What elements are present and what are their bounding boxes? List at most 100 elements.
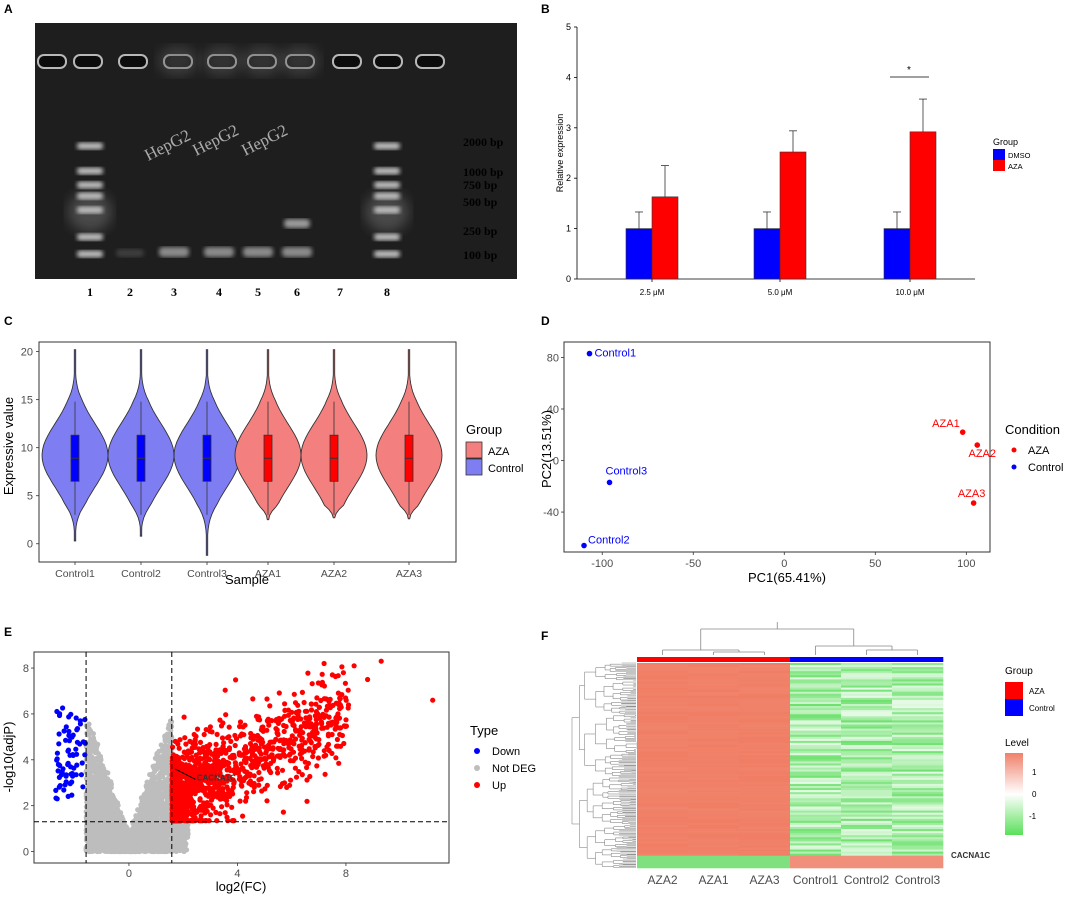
f-group-cell-control2 (841, 657, 893, 662)
b-bar-dmso-1 (753, 228, 781, 280)
f-cell (688, 673, 740, 676)
panel-c-violin-chart: 0 5 10 15 20 Control1 Control2 Control3 AZA1 AZA2… (1, 341, 523, 587)
c-legend-label-control: Control (488, 463, 523, 475)
d-ytick-label-1: 40 (547, 404, 559, 416)
e-point-up (290, 749, 297, 755)
e-point-up (202, 767, 208, 773)
e-point-notdeg (109, 837, 115, 843)
f-cell (790, 701, 842, 705)
e-point-up (199, 818, 205, 824)
e-point-notdeg (88, 749, 94, 755)
e-point-notdeg (179, 829, 185, 836)
c-ytick-label-2: 10 (21, 443, 33, 455)
f-cell (841, 695, 893, 699)
e-point-notdeg (119, 832, 125, 838)
e-point-notdeg (94, 750, 100, 756)
e-point-up (290, 722, 296, 728)
e-point-up (308, 701, 315, 707)
e-point-up (198, 813, 204, 819)
b-bar-aza-1 (779, 151, 807, 280)
e-point-up (304, 777, 310, 783)
e-point-up (324, 744, 330, 750)
e-point-down (69, 779, 75, 785)
e-point-notdeg (139, 833, 145, 839)
e-ytick-label-3: 6 (23, 709, 29, 721)
e-point-up (231, 818, 237, 824)
e-annotation-label: CACNA1C (197, 773, 236, 782)
e-point-notdeg (150, 829, 156, 835)
e-point-up (298, 746, 305, 752)
e-point-up (321, 660, 327, 667)
e-point-up (173, 772, 179, 778)
e-point-up (264, 798, 270, 804)
f-cell (739, 689, 791, 692)
e-point-notdeg (169, 734, 175, 740)
e-point-down (80, 784, 86, 790)
e-point-notdeg (162, 816, 168, 822)
e-point-down (77, 741, 83, 747)
e-point-up (209, 729, 215, 735)
e-point-up (293, 774, 300, 780)
f-cell (841, 673, 893, 676)
c-ylabel: Expressive value (1, 397, 16, 495)
e-point-down (61, 787, 67, 793)
e-point-up (209, 777, 215, 783)
e-point-up (243, 798, 249, 804)
f-cell (892, 685, 944, 688)
panel-letter-e: E (4, 625, 12, 639)
f-cell (790, 679, 842, 682)
e-point-up (264, 782, 270, 788)
e-point-notdeg (117, 821, 123, 827)
e-point-up (201, 731, 207, 738)
e-point-up (204, 749, 210, 755)
e-point-up (277, 753, 283, 759)
gel-ladder-band-1-4 (77, 192, 103, 200)
c-legend: Group AZA Control (465, 422, 523, 476)
e-point-notdeg (142, 840, 148, 847)
e-point-up (193, 752, 199, 758)
f-cell (790, 675, 842, 678)
c-legend-key-aza (465, 441, 483, 459)
e-legend-title: Type (470, 723, 498, 738)
f-cell (637, 693, 689, 697)
e-point-up (174, 793, 180, 800)
f-cell (841, 663, 893, 666)
f-cell (841, 665, 893, 668)
e-point-notdeg (104, 782, 111, 788)
b-ytick-label-2: 2 (566, 173, 571, 183)
e-point-up (182, 766, 188, 773)
f-cell (841, 667, 893, 670)
c-plot-frame (38, 341, 457, 563)
f-group-cell-aza1 (688, 657, 740, 662)
f-cell (637, 669, 689, 672)
d-point-control1 (586, 350, 593, 357)
e-point-notdeg (153, 808, 159, 814)
e-point-up (321, 714, 327, 721)
gel-ladder-band-8-4 (374, 192, 400, 200)
e-point-notdeg (158, 742, 164, 748)
e-point-notdeg (183, 828, 189, 834)
d-point-aza2 (974, 442, 981, 448)
e-point-up (256, 735, 262, 741)
e-legend-label-down: Down (492, 746, 520, 758)
e-point-up (329, 750, 335, 757)
e-point-notdeg (136, 844, 142, 850)
e-point-up (240, 813, 246, 819)
e-point-notdeg (158, 760, 165, 767)
e-point-notdeg (101, 766, 107, 772)
e-point-up (249, 764, 255, 771)
e-point-down (56, 741, 62, 747)
e-point-up (237, 723, 243, 730)
e-point-notdeg (86, 785, 92, 791)
e-point-up (315, 742, 321, 749)
e-point-up (288, 777, 294, 783)
f-group-cell-aza2 (637, 657, 689, 662)
e-point-up (256, 756, 262, 762)
e-point-up (232, 742, 238, 749)
f-cell (688, 689, 740, 692)
e-point-up (242, 722, 248, 728)
e-point-up (211, 785, 217, 791)
e-point-up (226, 734, 232, 740)
e-point-notdeg (108, 844, 114, 850)
d-legend-label-control: Control (1028, 462, 1063, 474)
